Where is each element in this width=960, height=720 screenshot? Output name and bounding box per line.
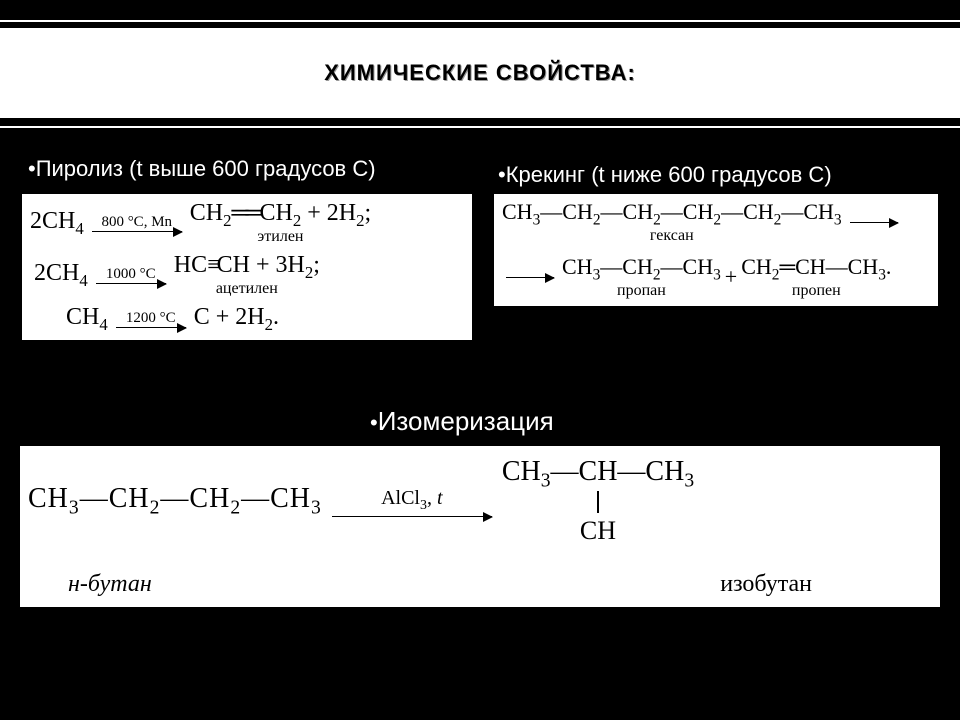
cracking-label-text: Крекинг (t ниже 600 градусов С) xyxy=(506,162,832,187)
pyrolysis-label: •Пиролиз (t выше 600 градусов С) xyxy=(28,156,376,182)
crack-plus: + xyxy=(725,265,737,289)
divider-bottom xyxy=(0,126,960,128)
isomerization-equation: CH3—CH2—CH2—CH3 AlCl3, t CH3— CH CH —CH3… xyxy=(20,446,940,607)
cracking-equations: CH3—CH2—CH2—CH2—CH2—CH3 гексан CH3—CH2—C… xyxy=(494,194,938,306)
pyro-cond-1: 800 °C, Mn xyxy=(101,214,172,231)
pyrolysis-equations: 2CH4 800 °C, Mn CH2══CH2 + 2H2; этилен 2… xyxy=(22,194,472,340)
isomerization-label: •Изомеризация xyxy=(370,406,554,437)
isomerization-label-text: Изомеризация xyxy=(378,406,554,436)
isom-row: CH3—CH2—CH2—CH3 AlCl3, t CH3— CH CH —CH3 xyxy=(28,452,932,550)
pyro-eq-1: 2CH4 800 °C, Mn CH2══CH2 + 2H2; этилен xyxy=(30,200,464,246)
isom-names: н-бутан изобутан xyxy=(28,568,932,602)
crack-under-1: гексан xyxy=(650,227,694,245)
pyro-under-2: ацетилен xyxy=(216,280,278,298)
crack-under-2a: пропан xyxy=(617,282,666,300)
crack-line-1: CH3—CH2—CH2—CH2—CH2—CH3 гексан xyxy=(502,200,930,245)
pyro-cond-2: 1000 °C xyxy=(106,266,156,283)
isom-rhs-name: изобутан xyxy=(720,568,812,602)
header-band: ХИМИЧЕСКИЕ СВОЙСТВА: xyxy=(0,28,960,118)
crack-under-2b: пропен xyxy=(792,282,841,300)
page-title: ХИМИЧЕСКИЕ СВОЙСТВА: xyxy=(324,60,636,86)
crack-line-2: CH3—CH2—CH3 пропан + CH2═CH—CH3. пропен xyxy=(502,255,930,300)
cracking-label: •Крекинг (t ниже 600 градусов С) xyxy=(498,162,832,188)
pyrolysis-label-text: Пиролиз (t выше 600 градусов С) xyxy=(36,156,376,181)
pyro-under-1: этилен xyxy=(257,228,303,246)
pyro-cond-3: 1200 °C xyxy=(126,310,176,327)
pyro-eq-3: CH4 1200 °C C + 2H2. xyxy=(66,304,464,334)
isom-branch: CH xyxy=(580,513,616,549)
divider-top xyxy=(0,20,960,22)
pyro-eq-2: 2CH4 1000 °C HC≡CH + 3H2; ацетилен xyxy=(30,252,464,298)
